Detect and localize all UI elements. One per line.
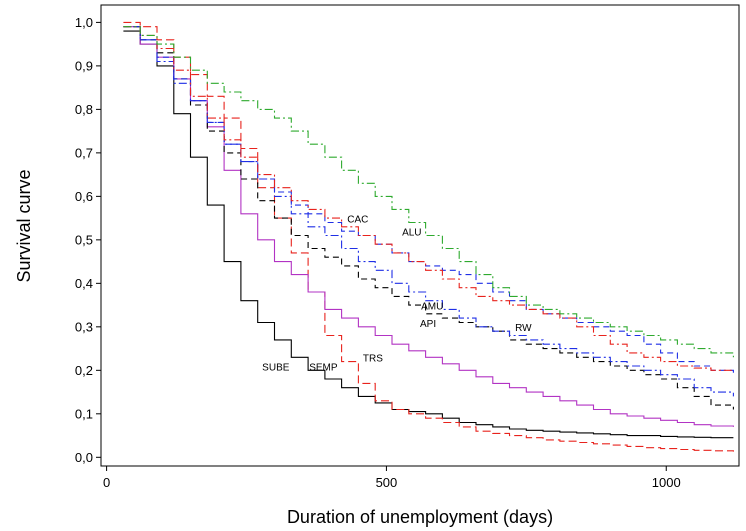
y-tick-label: 0,5 xyxy=(75,232,93,247)
y-tick-label: 0,1 xyxy=(75,406,93,421)
y-tick-label: 1,0 xyxy=(75,15,93,30)
curve-labels: SUBE SEMP TRS API AMU RW CAC ALU xyxy=(262,214,532,373)
series-line-sube xyxy=(123,30,734,439)
series-line-rw xyxy=(123,26,734,375)
series-group xyxy=(123,21,734,452)
y-tick-label: 0,2 xyxy=(75,363,93,378)
series-line-trs xyxy=(123,26,734,427)
series-label-alu: ALU xyxy=(402,228,421,239)
y-tick-label: 0,4 xyxy=(75,276,93,291)
series-line-amu xyxy=(123,26,734,397)
y-tick-label: 0,8 xyxy=(75,102,93,117)
y-tick-label: 0,6 xyxy=(75,189,93,204)
x-axis: 0 500 1000 xyxy=(103,466,681,490)
series-label-semp: SEMP xyxy=(309,362,338,373)
x-tick-label: 0 xyxy=(103,475,110,490)
series-label-sube: SUBE xyxy=(262,362,290,373)
y-axis: 0,0 0,1 0,2 0,3 0,4 0,5 0,6 0,7 0,8 0,9 1,0 xyxy=(75,15,101,465)
y-tick-label: 0,9 xyxy=(75,58,93,73)
series-label-amu: AMU xyxy=(421,301,443,312)
series-line-alu xyxy=(123,26,734,358)
series-label-trs: TRS xyxy=(363,354,383,365)
y-tick-label: 0,3 xyxy=(75,319,93,334)
series-label-rw: RW xyxy=(515,323,532,334)
y-axis-title: Survival curve xyxy=(14,169,34,282)
y-tick-label: 0,7 xyxy=(75,145,93,160)
x-tick-label: 500 xyxy=(376,475,398,490)
series-line-cac xyxy=(123,26,734,371)
plot-frame xyxy=(100,4,740,467)
series-line-semp xyxy=(123,21,734,452)
series-label-cac: CAC xyxy=(347,214,368,225)
x-tick-label: 1000 xyxy=(652,475,681,490)
y-tick-label: 0,0 xyxy=(75,450,93,465)
series-label-api: API xyxy=(420,319,436,330)
series-line-api xyxy=(123,26,734,410)
x-axis-title: Duration of unemployment (days) xyxy=(287,507,553,527)
